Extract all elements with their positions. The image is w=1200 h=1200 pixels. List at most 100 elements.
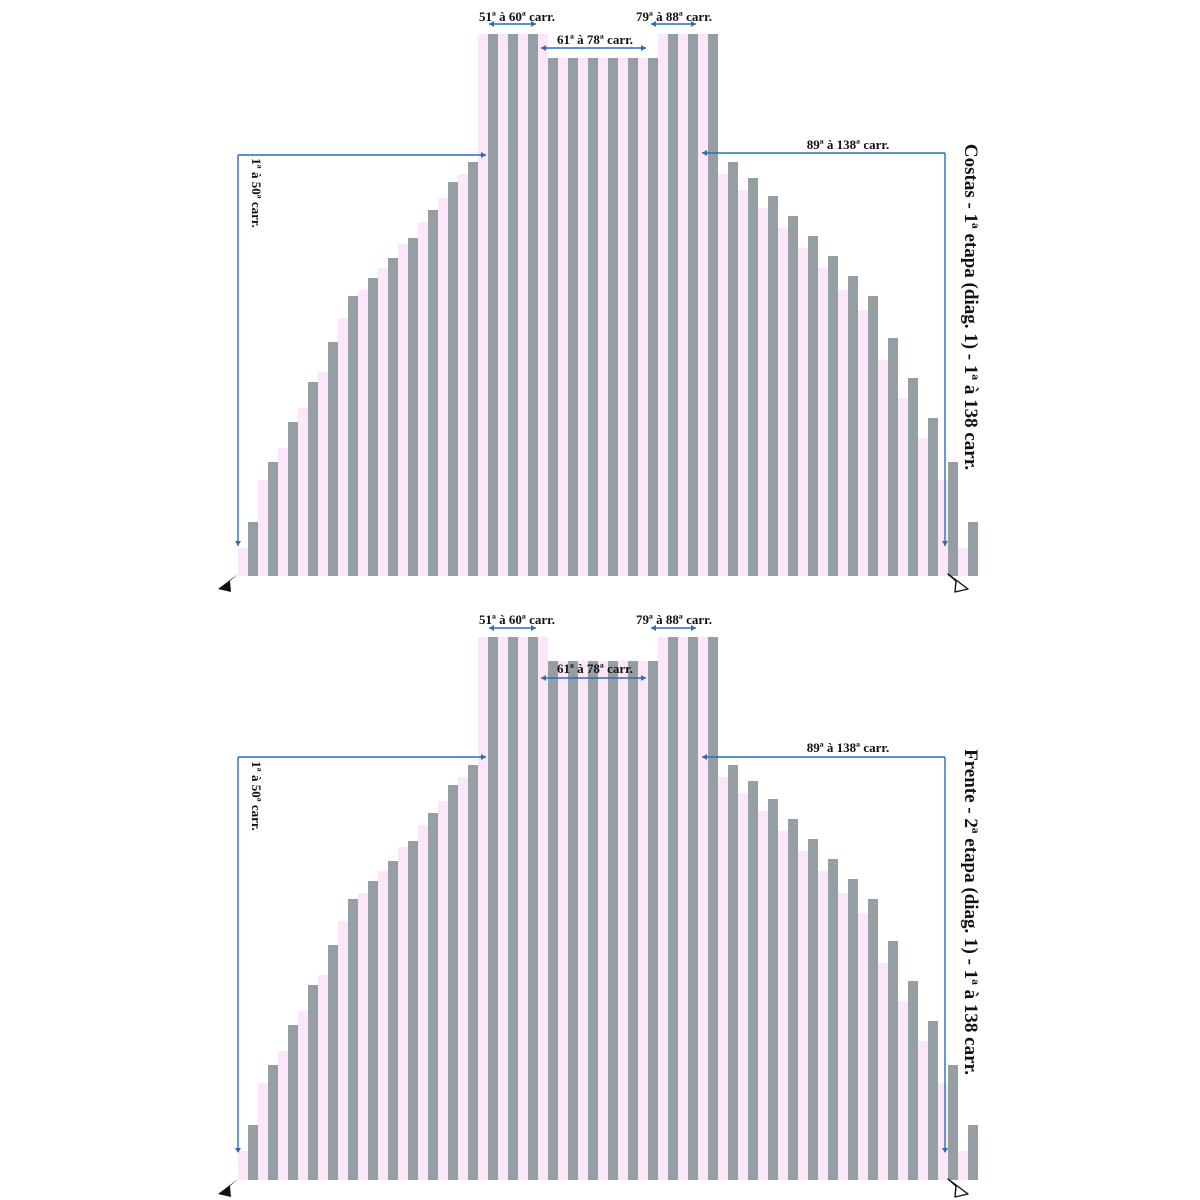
gray-stitch-column (508, 637, 518, 1180)
guide-arrow-tip (235, 541, 241, 546)
pink-stitch-column (538, 34, 548, 576)
pink-stitch-column (938, 480, 948, 576)
guide-arrow-tip (489, 21, 494, 27)
pink-stitch-column (658, 637, 668, 1180)
pink-stitch-column (858, 913, 868, 1180)
gray-stitch-column (588, 661, 598, 1180)
guide-arrow-tip (481, 754, 486, 760)
pink-stitch-column (298, 1011, 308, 1180)
pink-stitch-column (498, 34, 508, 576)
gray-stitch-column (488, 34, 498, 576)
gray-stitch-column (308, 382, 318, 576)
guide-arrow-tip (481, 152, 486, 158)
gray-stitch-column (448, 785, 458, 1180)
dark-arrowhead-icon (218, 574, 238, 592)
guide-lines (237, 627, 946, 1152)
guide-right (702, 152, 946, 546)
pink-stitch-column (758, 208, 768, 576)
pink-stitch-column (258, 1083, 268, 1180)
gray-stitch-column (908, 981, 918, 1180)
pink-stitch-column (878, 963, 888, 1180)
pink-stitch-column (318, 975, 328, 1180)
gray-stitch-column (268, 462, 278, 576)
gray-stitch-column (488, 637, 498, 1180)
guide-arrow-tip (531, 21, 536, 27)
gray-stitch-column (868, 296, 878, 576)
pink-stitch-column (458, 174, 468, 576)
gray-stitch-column (528, 34, 538, 576)
gray-stitch-column (368, 278, 378, 576)
gray-stitch-column (508, 34, 518, 576)
pink-stitch-column (598, 661, 608, 1180)
pink-stitch-column (278, 448, 288, 576)
gray-stitch-column (768, 196, 778, 576)
gray-stitch-column (728, 765, 738, 1180)
pink-stitch-column (538, 637, 548, 1180)
gray-stitch-column (828, 859, 838, 1180)
gray-stitch-column (768, 799, 778, 1180)
pink-stitch-column (778, 228, 788, 576)
gray-stitch-column (628, 661, 638, 1180)
gray-stitch-column (728, 162, 738, 576)
gray-stitch-column (288, 422, 298, 576)
gray-stitch-column (888, 338, 898, 576)
gray-stitch-column (668, 637, 678, 1180)
gray-stitch-column (428, 813, 438, 1180)
guide-arrow-tip (691, 625, 696, 631)
label-right-side: 89ª à 138ª carr. (807, 137, 889, 152)
guide-left (237, 154, 486, 546)
gray-stitch-column (328, 945, 338, 1180)
gray-stitch-column (888, 941, 898, 1180)
pink-stitch-column (338, 318, 348, 576)
pink-stitch-column (758, 811, 768, 1180)
guide-arrow-tip (702, 754, 707, 760)
pink-stitch-column (478, 637, 488, 1180)
pink-stitch-column (778, 831, 788, 1180)
gray-stitch-column (808, 839, 818, 1180)
pink-stitch-column (798, 851, 808, 1180)
label-top-right: 79ª à 88ª carr. (636, 9, 712, 24)
pink-stitch-column (838, 290, 848, 576)
label-top-left: 51ª à 60ª carr. (479, 612, 555, 627)
gray-stitch-column (528, 637, 538, 1180)
guide-arrow-tip (651, 21, 656, 27)
gray-stitch-column (688, 637, 698, 1180)
stitch-columns (238, 637, 978, 1180)
gray-stitch-column (668, 34, 678, 576)
pink-stitch-column (658, 34, 668, 576)
pink-stitch-column (818, 871, 828, 1180)
pink-stitch-column (558, 58, 568, 576)
pink-stitch-column (598, 58, 608, 576)
gray-stitch-column (448, 182, 458, 576)
gray-stitch-column (608, 661, 618, 1180)
pink-stitch-column (678, 34, 688, 576)
pink-stitch-column (498, 637, 508, 1180)
pink-stitch-column (958, 548, 968, 576)
gray-stitch-column (588, 58, 598, 576)
gray-stitch-column (568, 661, 578, 1180)
gray-stitch-column (248, 522, 258, 576)
pink-stitch-column (478, 34, 488, 576)
label-top-middle: 61ª à 78ª carr. (557, 661, 633, 676)
gray-stitch-column (608, 58, 618, 576)
guide-arrow-tip (489, 625, 494, 631)
guide-right (702, 756, 946, 1152)
pink-stitch-column (638, 58, 648, 576)
label-top-left: 51ª à 60ª carr. (479, 9, 555, 24)
gray-stitch-column (408, 238, 418, 576)
pink-stitch-column (238, 1151, 248, 1180)
outline-arrowhead-icon (947, 573, 969, 593)
stitch-columns (238, 34, 978, 576)
gray-stitch-column (368, 881, 378, 1180)
label-left-side: 1ª à 50ª carr. (249, 761, 264, 830)
guide-arrow-tip (235, 1148, 241, 1153)
pink-stitch-column (618, 58, 628, 576)
gray-stitch-column (748, 781, 758, 1180)
gray-stitch-column (748, 178, 758, 576)
gray-stitch-column (948, 462, 958, 576)
pink-stitch-column (838, 893, 848, 1180)
pink-stitch-column (718, 777, 728, 1180)
guide-arrow-tip (942, 541, 948, 546)
guide-left (237, 756, 486, 1152)
